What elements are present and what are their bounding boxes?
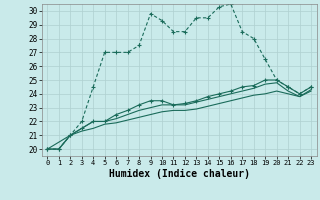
- X-axis label: Humidex (Indice chaleur): Humidex (Indice chaleur): [109, 169, 250, 179]
